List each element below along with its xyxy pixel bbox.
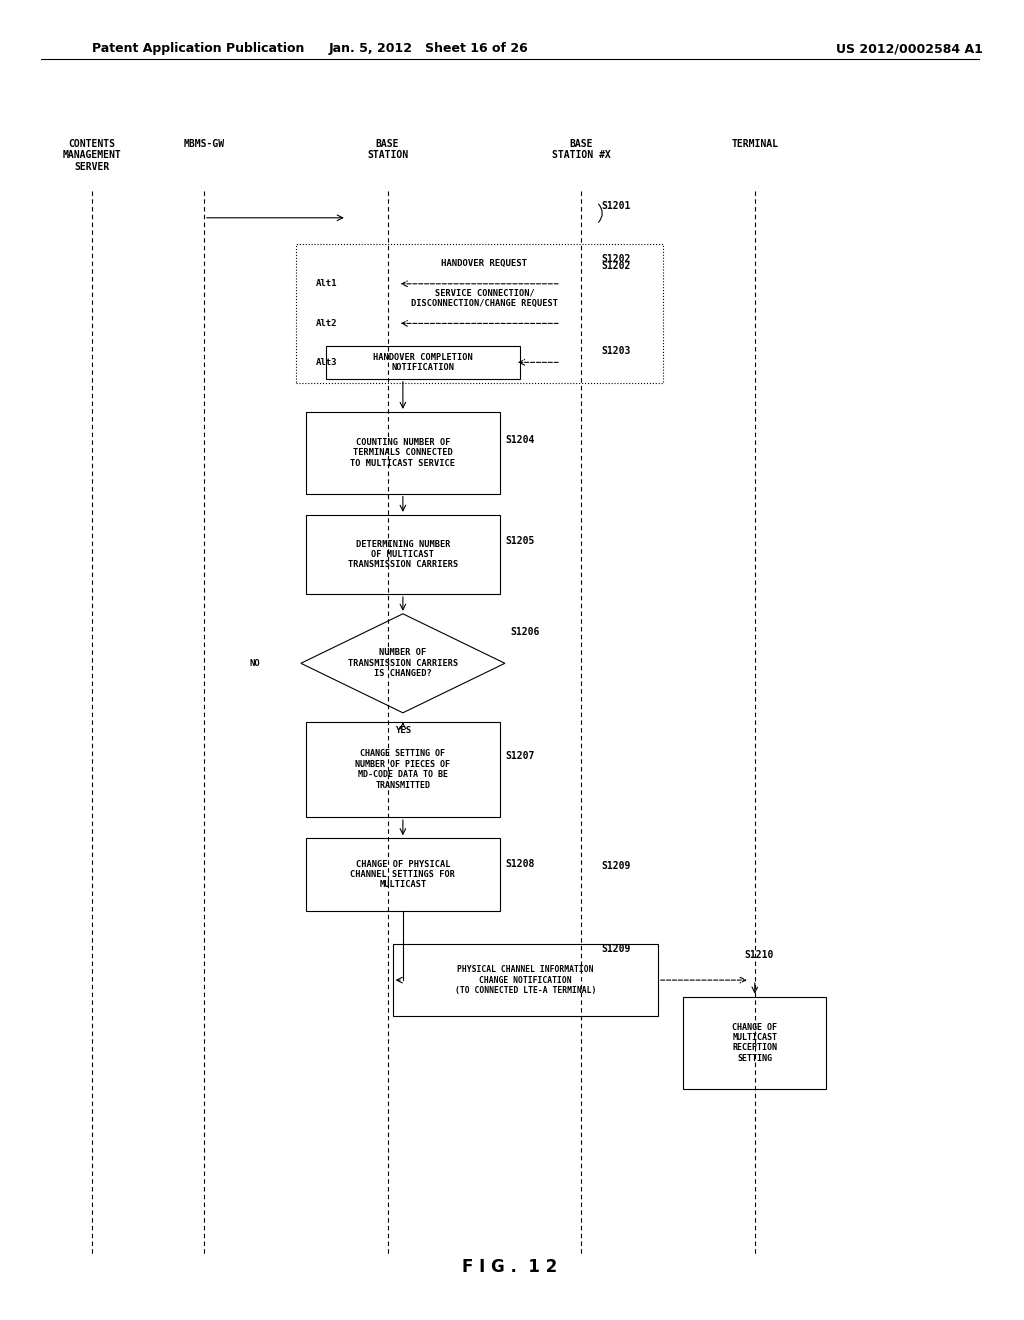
Text: S1201: S1201	[602, 201, 631, 211]
Text: US 2012/0002584 A1: US 2012/0002584 A1	[837, 42, 983, 55]
Text: Jan. 5, 2012   Sheet 16 of 26: Jan. 5, 2012 Sheet 16 of 26	[329, 42, 528, 55]
Text: S1202: S1202	[602, 253, 631, 264]
Text: S: S	[597, 272, 602, 282]
FancyBboxPatch shape	[306, 515, 500, 594]
FancyBboxPatch shape	[306, 722, 500, 817]
Text: BASE
STATION #X: BASE STATION #X	[552, 139, 610, 160]
Text: S1202: S1202	[602, 260, 631, 271]
Text: BASE
STATION: BASE STATION	[367, 139, 409, 160]
Text: Alt1: Alt1	[316, 280, 338, 288]
Text: S1208: S1208	[505, 859, 535, 869]
Text: MBMS-GW: MBMS-GW	[183, 139, 224, 149]
Polygon shape	[301, 614, 505, 713]
Text: CHANGE OF
MULTICAST
RECEPTION
SETTING: CHANGE OF MULTICAST RECEPTION SETTING	[732, 1023, 777, 1063]
Text: F I G .  1 2: F I G . 1 2	[463, 1258, 558, 1276]
Text: CHANGE SETTING OF
NUMBER OF PIECES OF
MD-CODE DATA TO BE
TRANSMITTED: CHANGE SETTING OF NUMBER OF PIECES OF MD…	[355, 750, 451, 789]
Text: PHYSICAL CHANNEL INFORMATION
CHANGE NOTIFICATION
(TO CONNECTED LTE-A TERMINAL): PHYSICAL CHANNEL INFORMATION CHANGE NOTI…	[455, 965, 596, 995]
Text: SERVICE CONNECTION/
DISCONNECTION/CHANGE REQUEST: SERVICE CONNECTION/ DISCONNECTION/CHANGE…	[411, 288, 558, 308]
FancyBboxPatch shape	[327, 346, 520, 379]
Text: S1207: S1207	[505, 751, 535, 762]
Text: S1204: S1204	[505, 434, 535, 445]
Text: CHANGE OF PHYSICAL
CHANNEL SETTINGS FOR
MULTICAST: CHANGE OF PHYSICAL CHANNEL SETTINGS FOR …	[350, 859, 456, 890]
Text: Alt3: Alt3	[316, 358, 338, 367]
Text: Patent Application Publication: Patent Application Publication	[92, 42, 304, 55]
FancyBboxPatch shape	[392, 944, 657, 1016]
Text: HANDOVER COMPLETION
NOTIFICATION: HANDOVER COMPLETION NOTIFICATION	[374, 352, 473, 372]
Text: S1206: S1206	[510, 627, 540, 638]
Text: S1210: S1210	[744, 950, 774, 961]
Text: COUNTING NUMBER OF
TERMINALS CONNECTED
TO MULTICAST SERVICE: COUNTING NUMBER OF TERMINALS CONNECTED T…	[350, 438, 456, 467]
Text: S1209: S1209	[602, 861, 631, 871]
FancyBboxPatch shape	[306, 412, 500, 494]
FancyBboxPatch shape	[306, 838, 500, 911]
Text: CONTENTS
MANAGEMENT
SERVER: CONTENTS MANAGEMENT SERVER	[62, 139, 121, 172]
Text: S1209: S1209	[602, 944, 631, 953]
Text: DETERMINING NUMBER
OF MULTICAST
TRANSMISSION CARRIERS: DETERMINING NUMBER OF MULTICAST TRANSMIS…	[348, 540, 458, 569]
Text: S1205: S1205	[505, 536, 535, 546]
Text: NUMBER OF
TRANSMISSION CARRIERS
IS CHANGED?: NUMBER OF TRANSMISSION CARRIERS IS CHANG…	[348, 648, 458, 678]
Text: NO: NO	[249, 659, 260, 668]
Text: S1203: S1203	[602, 346, 631, 355]
Text: TERMINAL: TERMINAL	[731, 139, 778, 149]
Text: YES: YES	[395, 726, 411, 735]
Text: Alt2: Alt2	[316, 319, 338, 327]
Text: HANDOVER REQUEST: HANDOVER REQUEST	[441, 259, 527, 268]
FancyBboxPatch shape	[683, 997, 826, 1089]
